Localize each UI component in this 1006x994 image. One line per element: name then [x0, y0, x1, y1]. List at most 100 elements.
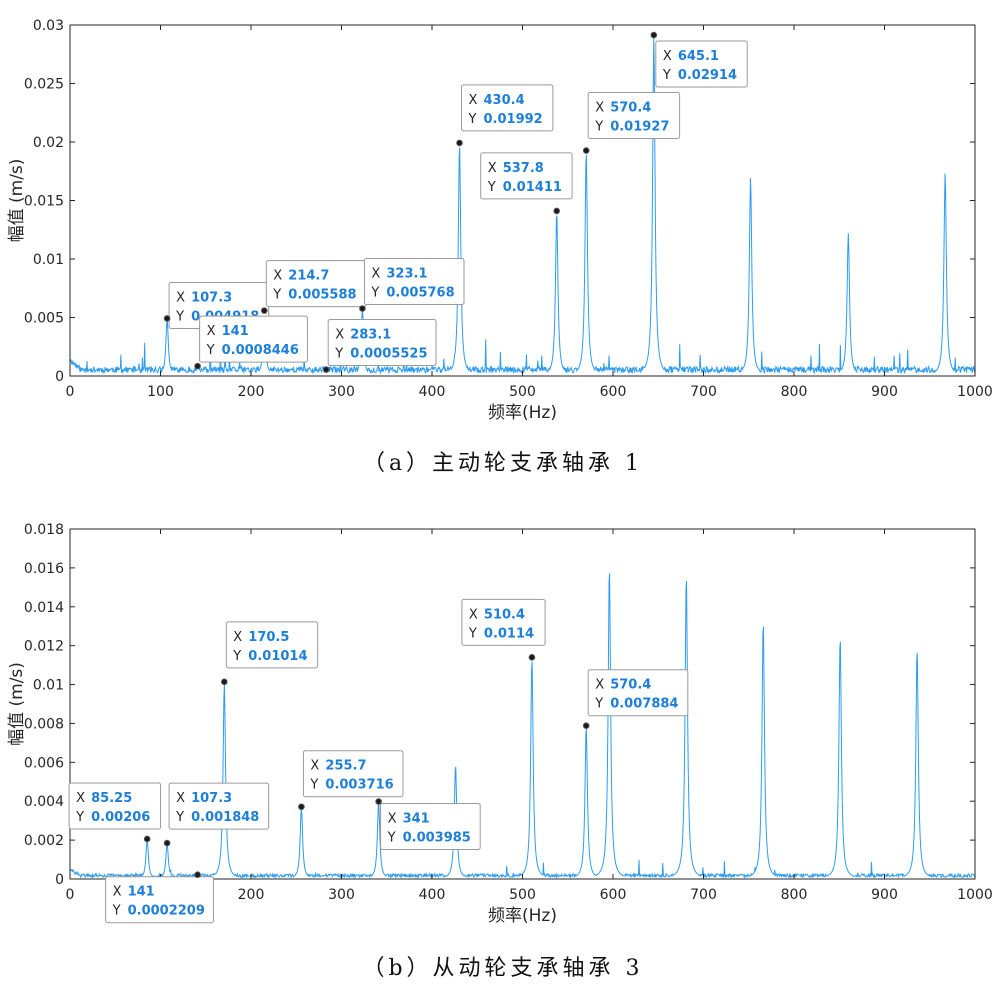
data-tip-x-value: 107.3 [191, 290, 232, 305]
data-tip-x-value: 214.7 [288, 269, 329, 284]
data-tip[interactable]: X 170.5 Y 0.01014 [221, 621, 319, 686]
data-tip[interactable]: X 107.3 Y 0.001848 [163, 782, 270, 847]
data-tip-box [363, 258, 465, 306]
data-tip-y-value: 0.0008446 [222, 343, 299, 358]
data-tip-marker[interactable] [163, 839, 171, 847]
data-tip-marker[interactable] [582, 722, 590, 730]
y-tick-label: 0.006 [24, 755, 64, 771]
data-tip-y-value: 0.00206 [91, 810, 150, 825]
data-tip-y-key: Y [112, 904, 121, 919]
y-tick-label: 0.005 [24, 311, 64, 327]
data-tip[interactable]: X 570.4 Y 0.01927 [582, 92, 681, 154]
data-tip-y-value: 0.0114 [484, 626, 534, 641]
data-tip-marker[interactable] [221, 678, 228, 686]
data-tip[interactable]: X 255.7 Y 0.003716 [298, 750, 404, 811]
data-tip-y-value: 0.01927 [610, 120, 669, 135]
data-tip-x-key: X [273, 269, 282, 284]
data-tip-box [225, 621, 319, 669]
data-tip-x-value: 323.1 [386, 267, 427, 282]
data-tip-box [168, 782, 270, 830]
x-axis-label: 频率(Hz) [488, 403, 557, 423]
data-tip[interactable]: X 537.8 Y 0.01411 [480, 152, 573, 215]
data-tip-marker[interactable] [582, 147, 590, 154]
data-tip-x-value: 107.3 [191, 791, 232, 806]
data-tip-x-key: X [469, 607, 478, 622]
x-tick-label: 400 [419, 887, 446, 903]
data-tip-y-key: Y [272, 288, 281, 303]
data-tip-x-value: 85.25 [91, 791, 132, 806]
data-tip-x-value: 170.5 [248, 630, 289, 645]
data-tip-y-key: Y [487, 180, 496, 195]
y-tick-label: 0.03 [33, 18, 64, 34]
y-axis-label: 幅值 (m/s) [7, 662, 27, 746]
data-tip-y-key: Y [334, 347, 343, 362]
x-tick-label: 900 [871, 887, 898, 903]
caption-b: （b）从动轮支承轴承 3 [362, 956, 643, 981]
data-tip-marker[interactable] [650, 31, 658, 39]
data-tip[interactable]: X 341 Y 0.003985 [375, 798, 481, 851]
data-tip[interactable]: X 283.1 Y 0.0005525 [322, 319, 437, 373]
data-tip-y-key: Y [468, 626, 477, 641]
data-tip-x-key: X [207, 324, 216, 339]
y-tick-label: 0.02 [33, 135, 64, 151]
x-tick-label: 600 [600, 384, 627, 400]
data-tip-y-key: Y [175, 309, 184, 324]
data-tip-y-value: 0.01014 [248, 649, 307, 664]
y-tick-label: 0.012 [24, 639, 64, 655]
x-tick-label: 500 [509, 384, 536, 400]
data-tip-y-value: 0.007884 [610, 697, 678, 712]
data-tip-x-key: X [113, 885, 122, 900]
data-tip-x-key: X [595, 678, 604, 693]
data-tip-marker[interactable] [143, 835, 151, 843]
data-tip-y-key: Y [468, 112, 477, 127]
data-tip-box [480, 152, 573, 200]
x-tick-label: 800 [781, 384, 808, 400]
data-tip[interactable]: X 214.7 Y 0.005588 [261, 260, 367, 314]
y-tick-label: 0.01 [33, 252, 64, 268]
data-tip-y-key: Y [175, 810, 184, 825]
caption-a: （a）主动轮支承轴承 1 [363, 451, 643, 476]
data-tip-marker[interactable] [359, 305, 366, 312]
data-tip[interactable]: X 510.4 Y 0.0114 [461, 598, 546, 661]
data-tip-box [68, 782, 162, 830]
data-tip-y-value: 0.0005525 [350, 347, 427, 362]
data-tip-x-value: 570.4 [610, 101, 651, 116]
data-tip-marker[interactable] [298, 803, 305, 811]
x-tick-label: 1000 [957, 384, 993, 400]
data-tip-box [461, 598, 546, 646]
data-tip[interactable]: X 141 Y 0.0008446 [194, 315, 308, 370]
x-tick-label: 700 [690, 384, 717, 400]
data-tip-y-key: Y [594, 120, 603, 135]
data-tip-marker[interactable] [322, 366, 330, 373]
data-tip-marker[interactable] [456, 139, 463, 147]
data-tip-marker[interactable] [194, 362, 201, 370]
data-tip[interactable]: X 323.1 Y 0.005768 [359, 258, 465, 312]
data-tip-marker[interactable] [163, 315, 171, 322]
x-tick-label: 800 [781, 887, 808, 903]
y-tick-label: 0.004 [24, 794, 64, 810]
data-tip-marker[interactable] [553, 207, 561, 215]
data-tip-y-key: Y [75, 810, 84, 825]
data-tip-box [199, 315, 308, 363]
data-tip-x-key: X [176, 791, 185, 806]
data-tip-marker[interactable] [194, 871, 201, 879]
data-tip[interactable]: X 85.25 Y 0.00206 [68, 782, 162, 843]
x-tick-label: 200 [238, 384, 265, 400]
data-tip-x-value: 537.8 [503, 161, 544, 176]
x-tick-label: 0 [66, 887, 75, 903]
data-tip-marker[interactable] [261, 307, 268, 314]
data-tip-x-key: X [335, 328, 344, 343]
data-tip[interactable]: X 430.4 Y 0.01992 [456, 84, 554, 147]
data-tip[interactable]: X 645.1 Y 0.02914 [650, 31, 748, 88]
data-tip[interactable]: X 570.4 Y 0.007884 [582, 669, 689, 730]
data-tip-marker[interactable] [375, 798, 382, 805]
data-tip-marker[interactable] [528, 654, 536, 661]
spectrum-chart-b: 0100200300400500600700800900100000.0020.… [7, 522, 993, 926]
data-tip-x-value: 255.7 [325, 759, 366, 774]
data-tip[interactable]: X 141 Y 0.0002209 [105, 871, 214, 924]
data-tip-y-value: 0.003985 [403, 831, 471, 846]
data-tip-x-key: X [388, 812, 397, 827]
x-tick-label: 100 [147, 384, 174, 400]
data-tip-y-key: Y [309, 778, 318, 793]
